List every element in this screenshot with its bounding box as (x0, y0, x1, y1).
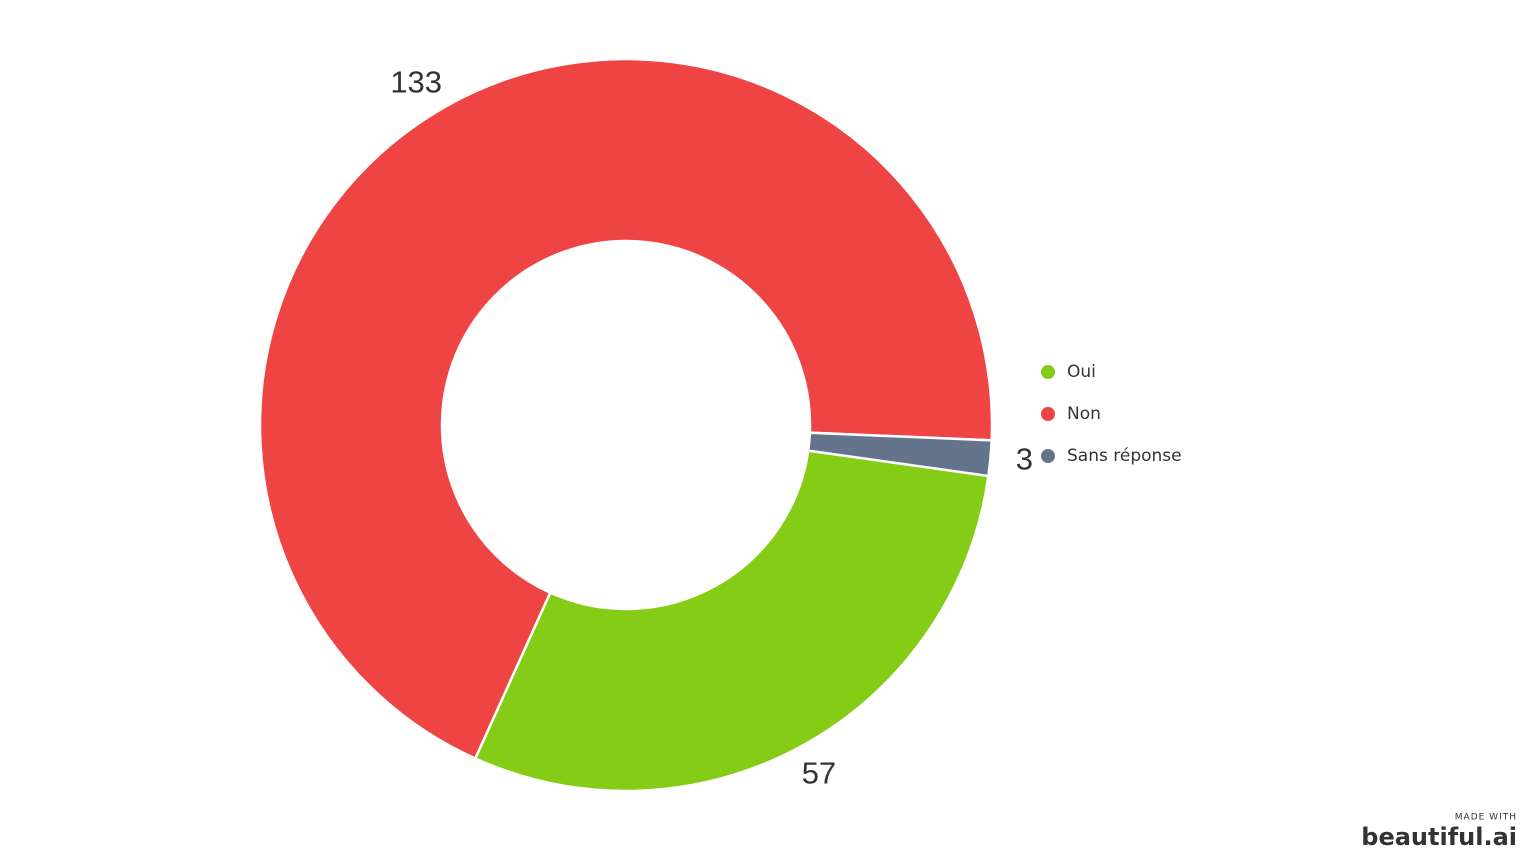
value-label: 133 (390, 65, 442, 100)
legend-swatch (1041, 365, 1055, 379)
donut-segment (258, 57, 994, 761)
legend-label: Oui (1067, 362, 1096, 382)
legend-swatch (1041, 407, 1055, 421)
watermark-brand: beautiful.ai (1361, 823, 1517, 851)
watermark-label: MADE WITH (1455, 813, 1517, 823)
value-label: 57 (802, 756, 836, 791)
donut-segment (806, 431, 993, 478)
legend-label: Sans réponse (1067, 446, 1182, 466)
legend-label: Non (1067, 404, 1101, 424)
donut-segment (473, 449, 990, 793)
value-label: 3 (1016, 441, 1033, 476)
legend-swatch (1041, 449, 1055, 463)
